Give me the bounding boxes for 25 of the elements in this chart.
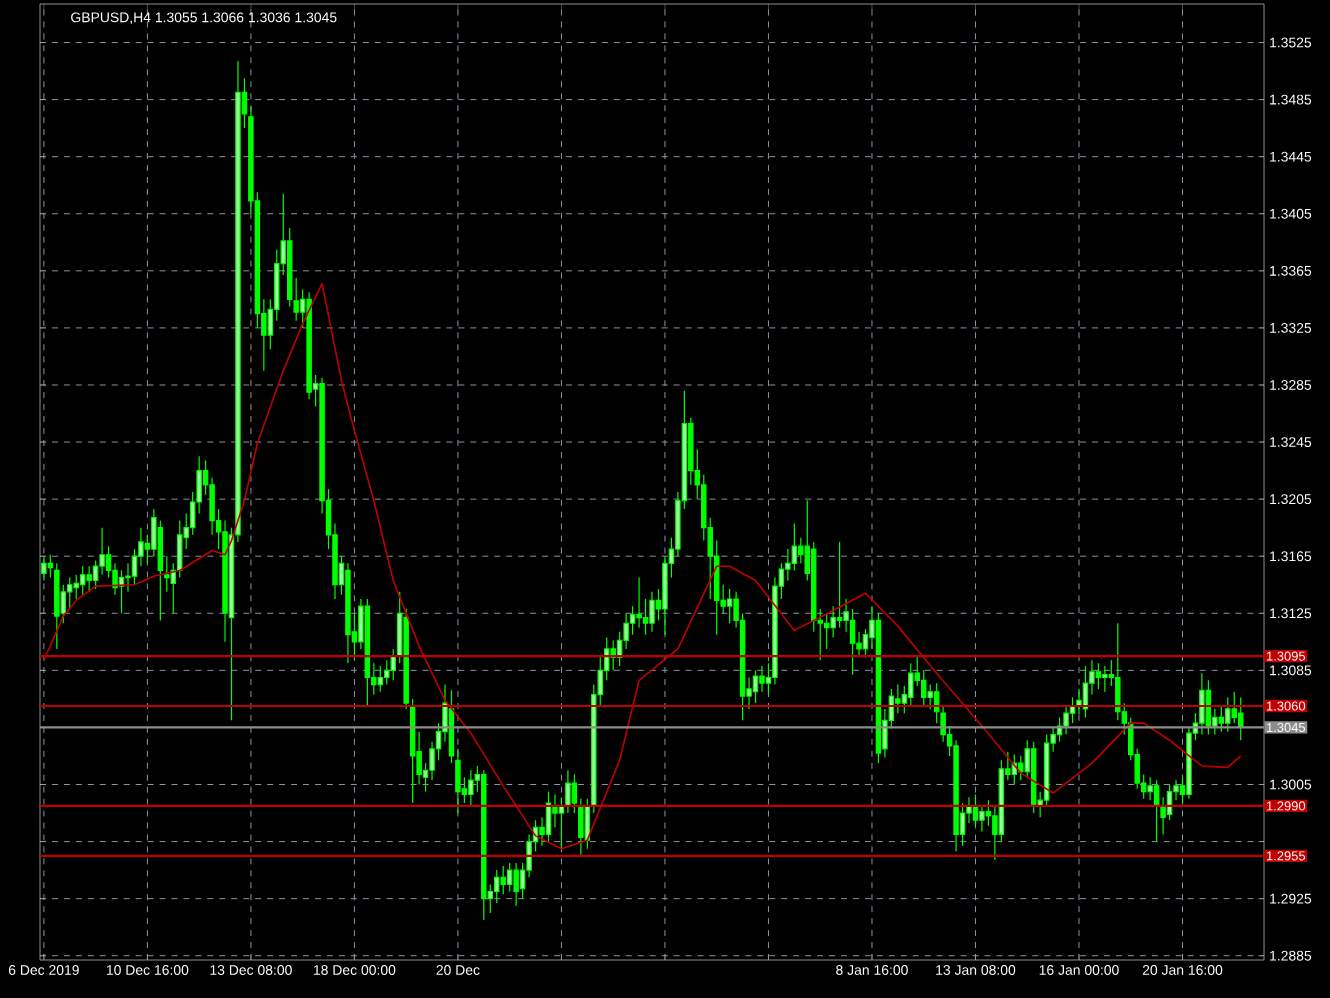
candlestick (1186, 726, 1192, 800)
candlestick (1063, 705, 1069, 736)
candlestick (345, 562, 351, 664)
candlestick (1102, 665, 1108, 693)
candlestick (785, 548, 791, 582)
candlestick (513, 862, 519, 907)
candlestick (468, 769, 474, 807)
candlestick (623, 612, 629, 650)
candlestick (306, 291, 312, 400)
candlestick (125, 562, 131, 593)
candlestick (565, 769, 571, 814)
candlestick (481, 769, 487, 921)
candlestick (209, 477, 215, 536)
candlestick (759, 665, 765, 693)
candlestick (979, 805, 985, 833)
candlestick (662, 555, 668, 636)
candlestick (552, 793, 558, 828)
candlestick (649, 591, 655, 633)
candlestick (41, 555, 47, 582)
candlestick (636, 577, 642, 629)
candlestick (1199, 672, 1205, 736)
candlestick (953, 739, 959, 853)
candlestick (99, 527, 105, 576)
candlestick (222, 519, 228, 643)
candlestick (1147, 776, 1153, 801)
